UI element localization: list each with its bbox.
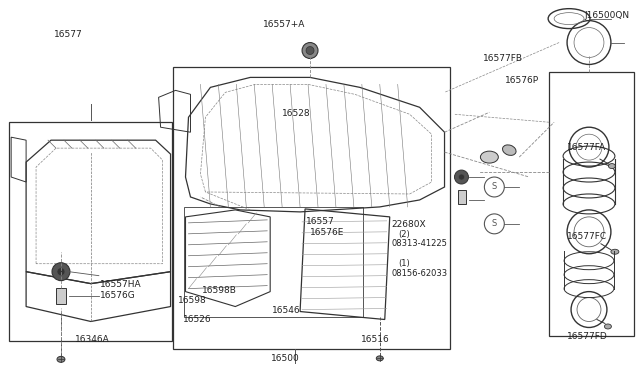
Text: 16576P: 16576P bbox=[505, 76, 539, 85]
Text: 16528: 16528 bbox=[282, 109, 310, 118]
Text: (2): (2) bbox=[398, 230, 410, 239]
Circle shape bbox=[52, 263, 70, 280]
Bar bbox=[458, 190, 467, 204]
Text: 16557+A: 16557+A bbox=[262, 20, 305, 29]
Ellipse shape bbox=[376, 356, 383, 361]
Text: 16346A: 16346A bbox=[74, 335, 109, 344]
Text: S: S bbox=[492, 219, 497, 228]
Text: J16500QN: J16500QN bbox=[584, 11, 629, 20]
Ellipse shape bbox=[57, 356, 65, 362]
Bar bbox=[173, 67, 449, 349]
Circle shape bbox=[458, 174, 465, 180]
Text: 16557HA: 16557HA bbox=[100, 280, 141, 289]
Text: S: S bbox=[492, 183, 497, 192]
Text: 16526: 16526 bbox=[183, 315, 212, 324]
Bar bbox=[549, 73, 634, 336]
Ellipse shape bbox=[481, 151, 499, 163]
Text: 16557: 16557 bbox=[306, 217, 335, 226]
Text: 08313-41225: 08313-41225 bbox=[392, 239, 447, 248]
Ellipse shape bbox=[609, 164, 616, 169]
Ellipse shape bbox=[502, 145, 516, 155]
Text: 16577FC: 16577FC bbox=[568, 231, 607, 241]
Circle shape bbox=[454, 170, 468, 184]
Ellipse shape bbox=[611, 249, 619, 254]
Text: 16546: 16546 bbox=[272, 306, 301, 315]
Text: 16516: 16516 bbox=[362, 335, 390, 344]
Text: 16577FA: 16577FA bbox=[568, 142, 607, 151]
Text: 16577: 16577 bbox=[54, 29, 83, 39]
Text: 16576G: 16576G bbox=[100, 291, 136, 300]
Text: 22680X: 22680X bbox=[392, 221, 426, 230]
Ellipse shape bbox=[604, 324, 611, 329]
Bar bbox=[56, 288, 66, 304]
Text: 16598B: 16598B bbox=[202, 286, 237, 295]
Text: 16598: 16598 bbox=[179, 296, 207, 305]
Text: 16576E: 16576E bbox=[310, 228, 345, 237]
Circle shape bbox=[57, 268, 65, 276]
Text: 16500: 16500 bbox=[271, 354, 300, 363]
Bar bbox=[9, 122, 172, 341]
Bar bbox=[184, 207, 363, 317]
Text: 08156-62033: 08156-62033 bbox=[392, 269, 447, 278]
Text: (1): (1) bbox=[398, 259, 410, 268]
Text: 16577FD: 16577FD bbox=[568, 331, 608, 341]
Circle shape bbox=[302, 42, 318, 58]
Circle shape bbox=[306, 46, 314, 54]
Text: 16577FB: 16577FB bbox=[483, 54, 523, 62]
